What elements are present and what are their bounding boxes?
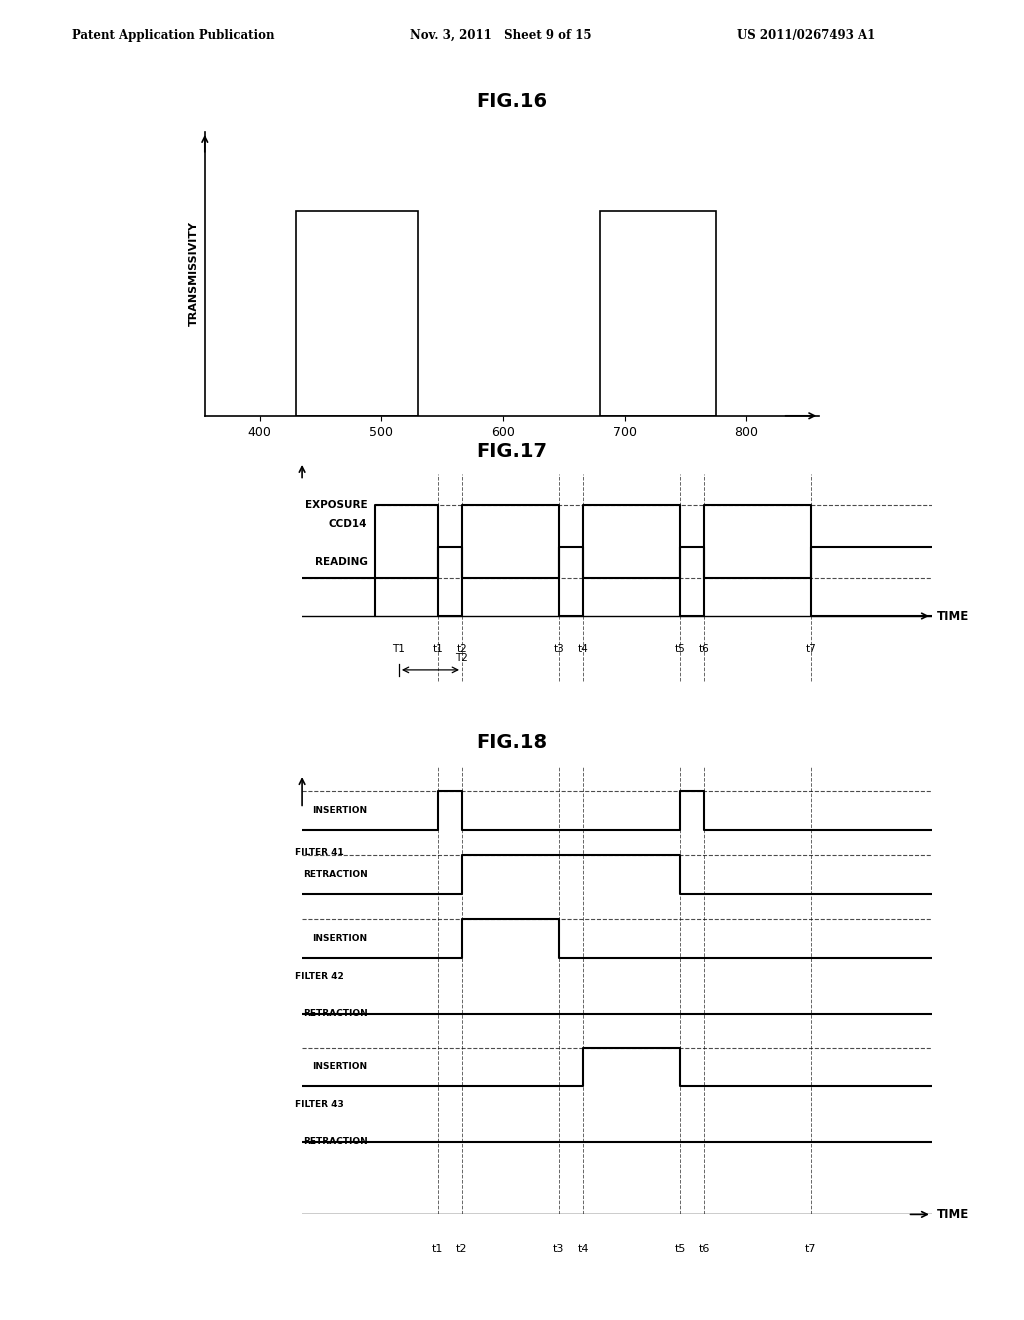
Text: t7: t7 — [805, 1245, 816, 1254]
Text: T1: T1 — [392, 644, 406, 653]
Text: t4: t4 — [578, 644, 589, 653]
Text: TIME: TIME — [937, 610, 969, 623]
Text: FILTER 43: FILTER 43 — [295, 1100, 343, 1109]
Text: READING: READING — [314, 557, 368, 568]
Text: INSERTION: INSERTION — [312, 935, 368, 944]
Text: TIME: TIME — [937, 1208, 969, 1221]
Text: INSERTION: INSERTION — [312, 807, 368, 814]
Text: t1: t1 — [432, 644, 443, 653]
Text: FIG.16: FIG.16 — [476, 92, 548, 111]
Bar — [296, 211, 418, 416]
Text: RETRACTION: RETRACTION — [303, 1138, 368, 1146]
Text: Patent Application Publication: Patent Application Publication — [72, 29, 274, 42]
Text: FIG.17: FIG.17 — [476, 442, 548, 461]
Text: T2: T2 — [456, 653, 468, 663]
Bar — [600, 211, 716, 416]
Text: t6: t6 — [698, 644, 710, 653]
Text: t5: t5 — [674, 1245, 686, 1254]
Text: t3: t3 — [553, 644, 564, 653]
Text: t7: t7 — [805, 644, 816, 653]
Text: t5: t5 — [675, 644, 685, 653]
Text: EXPOSURE: EXPOSURE — [305, 500, 368, 510]
Text: t4: t4 — [578, 1245, 589, 1254]
Text: t6: t6 — [698, 1245, 710, 1254]
Text: CCD14: CCD14 — [329, 519, 368, 528]
Text: t3: t3 — [553, 1245, 564, 1254]
Y-axis label: TRANSMISSIVITY: TRANSMISSIVITY — [189, 222, 200, 326]
Text: FILTER 41: FILTER 41 — [295, 847, 343, 857]
Text: US 2011/0267493 A1: US 2011/0267493 A1 — [737, 29, 876, 42]
Text: INSERTION: INSERTION — [312, 1063, 368, 1072]
Text: WAVELENGTH
(nm): WAVELENGTH (nm) — [831, 467, 916, 488]
Text: RETRACTION: RETRACTION — [303, 870, 368, 879]
Text: FILTER 42: FILTER 42 — [295, 972, 343, 981]
Text: FIG.18: FIG.18 — [476, 733, 548, 751]
Text: t2: t2 — [457, 1245, 468, 1254]
Text: Nov. 3, 2011   Sheet 9 of 15: Nov. 3, 2011 Sheet 9 of 15 — [410, 29, 591, 42]
Text: RETRACTION: RETRACTION — [303, 1008, 368, 1018]
Text: t1: t1 — [432, 1245, 443, 1254]
Text: t2: t2 — [457, 644, 467, 653]
